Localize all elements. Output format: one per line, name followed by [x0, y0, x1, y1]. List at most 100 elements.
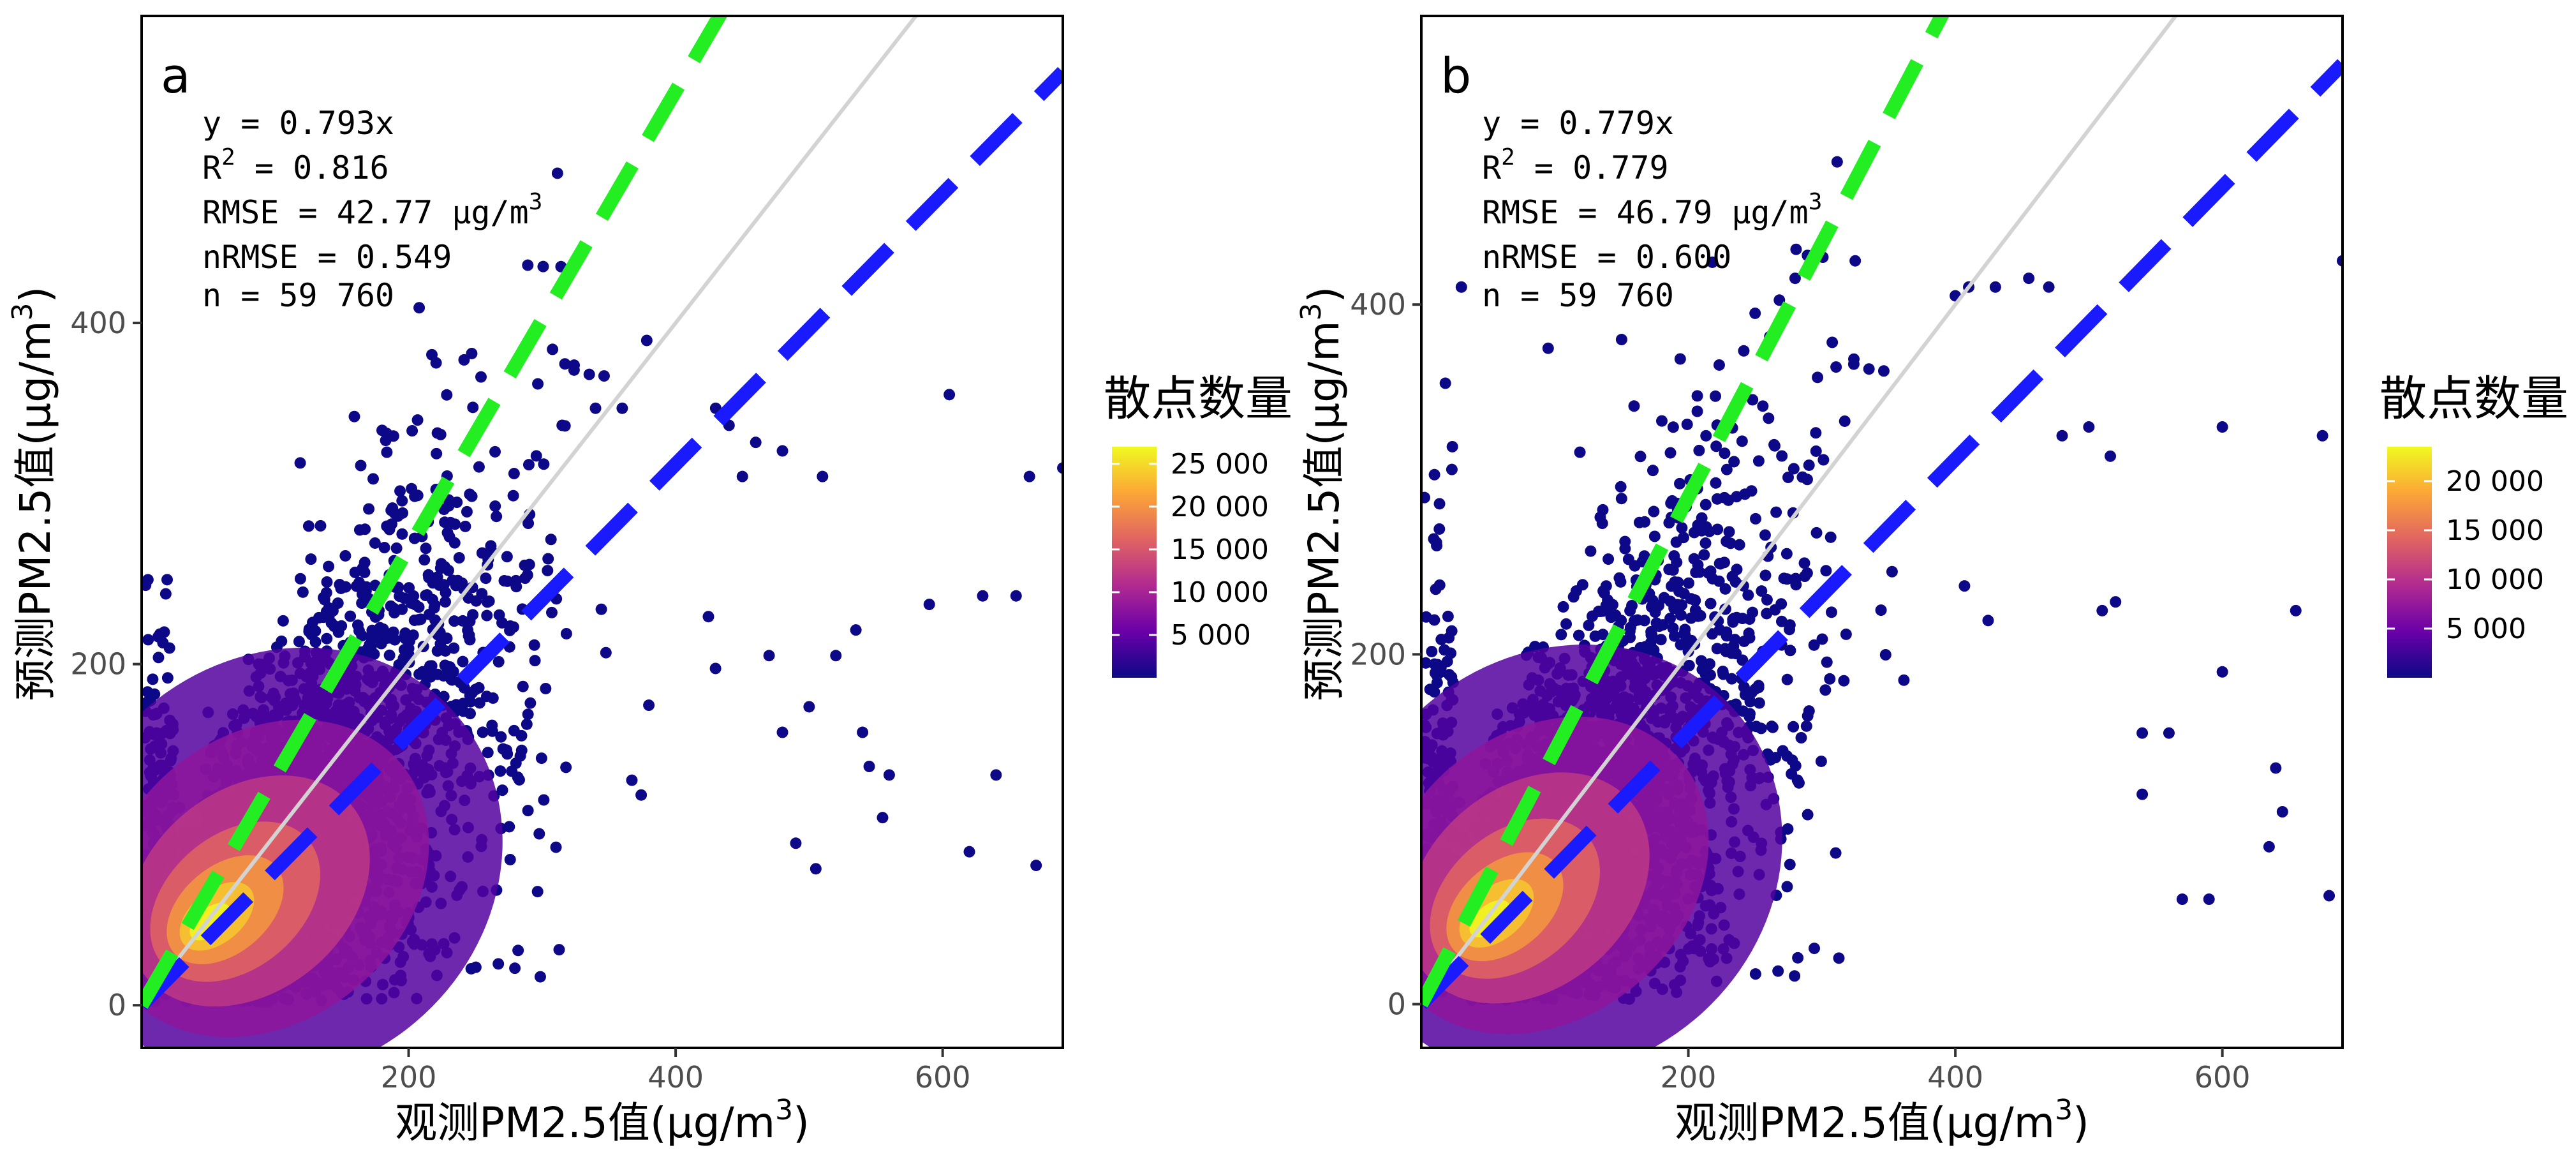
scatter-point — [509, 962, 521, 975]
scatter-point — [325, 617, 337, 629]
scatter-point — [1751, 721, 1763, 733]
scatter-point — [453, 552, 465, 564]
scatter-point — [1789, 970, 1801, 982]
scatter-point — [1693, 444, 1705, 456]
scatter-point — [1763, 412, 1775, 424]
scatter-point — [434, 638, 447, 650]
scatter-point — [426, 594, 438, 606]
scatter-point — [492, 958, 505, 970]
scatter-point — [294, 457, 306, 469]
scatter-point — [877, 812, 889, 824]
scatter-point — [431, 427, 443, 439]
scatter-point — [1886, 565, 1898, 578]
scatter-point — [473, 697, 485, 709]
scatter-point — [398, 592, 410, 604]
scatter-point — [482, 747, 494, 759]
scatter-point — [702, 611, 714, 623]
scatter-point — [431, 571, 443, 583]
scatter-point — [306, 629, 318, 641]
panel-label: a — [161, 47, 191, 104]
scatter-point — [736, 470, 748, 482]
scatter-point — [830, 650, 842, 662]
scatter-point — [142, 634, 154, 646]
scatter-point — [1781, 881, 1793, 893]
scatter-point — [709, 662, 722, 675]
scatter-point — [583, 368, 595, 380]
scatter-point — [1691, 390, 1703, 402]
scatter-point — [396, 495, 408, 507]
scatter-point — [491, 511, 503, 523]
scatter-point — [1802, 710, 1814, 722]
scatter-point — [923, 599, 935, 611]
scatter-point — [1557, 601, 1569, 613]
scatter-point — [1773, 294, 1786, 306]
scatter-point — [1631, 614, 1643, 626]
scatter-point — [595, 603, 607, 615]
scatter-point — [302, 520, 315, 532]
scatter-point — [1692, 559, 1704, 571]
scatter-point — [404, 635, 416, 647]
scatter-point — [1757, 400, 1769, 412]
scatter-point — [451, 497, 463, 509]
scatter-point — [350, 580, 362, 592]
scatter-point — [481, 596, 493, 608]
scatter-point — [510, 581, 522, 593]
y-tick-label: 0 — [108, 988, 126, 1022]
scatter-point — [1624, 604, 1636, 616]
scatter-point — [1674, 477, 1686, 489]
scatter-point — [441, 526, 454, 539]
scatter-point — [152, 652, 165, 664]
scatter-point — [348, 410, 360, 422]
scatter-point — [385, 504, 397, 516]
scatter-point — [556, 419, 568, 431]
scatter-point — [1816, 633, 1828, 645]
scatter-point — [522, 459, 535, 471]
scatter-point — [388, 602, 400, 615]
scatter-point — [521, 718, 533, 730]
scatter-point — [1713, 359, 1725, 371]
scatter-point — [323, 560, 335, 572]
scatter-point — [857, 726, 869, 738]
scatter-point — [600, 646, 612, 659]
annotation-equation: y = 0.793x — [202, 105, 394, 142]
scatter-point — [1723, 526, 1735, 538]
scatter-point — [640, 334, 653, 347]
colorbar-tick-label: 10 000 — [1171, 576, 1269, 609]
scatter-point — [1628, 400, 1640, 412]
scatter-point — [396, 528, 408, 540]
scatter-point — [1770, 506, 1782, 518]
y-axis-title-close: ) — [11, 287, 60, 303]
scatter-point — [1567, 591, 1580, 603]
scatter-point — [1815, 755, 1827, 767]
scatter-point — [422, 569, 434, 581]
scatter-point — [1736, 435, 1748, 447]
scatter-point — [440, 596, 452, 608]
scatter-point — [408, 614, 420, 626]
scatter-point — [161, 672, 174, 684]
scatter-point — [360, 646, 373, 658]
scatter-point — [977, 590, 989, 602]
stats-annotations: y = 0.793x R2 = 0.816 RMSE = 42.77 μg/m3… — [202, 105, 542, 314]
scatter-point — [776, 726, 788, 738]
x-axis-title-superscript: 3 — [775, 1094, 793, 1126]
x-axis-title-text: 观测PM2.5值(μg/m — [395, 1098, 775, 1147]
scatter-point — [1759, 529, 1771, 541]
scatter-point — [1057, 462, 1063, 474]
scatter-point — [1615, 493, 1627, 505]
scatter-point — [457, 655, 469, 668]
scatter-point — [589, 402, 602, 414]
scatter-point — [1710, 390, 1722, 402]
scatter-point — [408, 590, 420, 602]
scatter-point — [522, 805, 534, 817]
scatter-point — [1839, 415, 1851, 427]
scatter-point — [559, 358, 571, 370]
scatter-point — [542, 565, 554, 577]
scatter-point — [517, 680, 529, 692]
y-axis-title-text: 预测PM2.5值(μg/m — [11, 320, 60, 701]
scatter-point — [305, 553, 317, 565]
scatter-point — [616, 402, 628, 414]
scatter-point — [494, 765, 507, 777]
r2-superscript: 2 — [221, 144, 235, 170]
scatter-point — [1615, 481, 1627, 493]
